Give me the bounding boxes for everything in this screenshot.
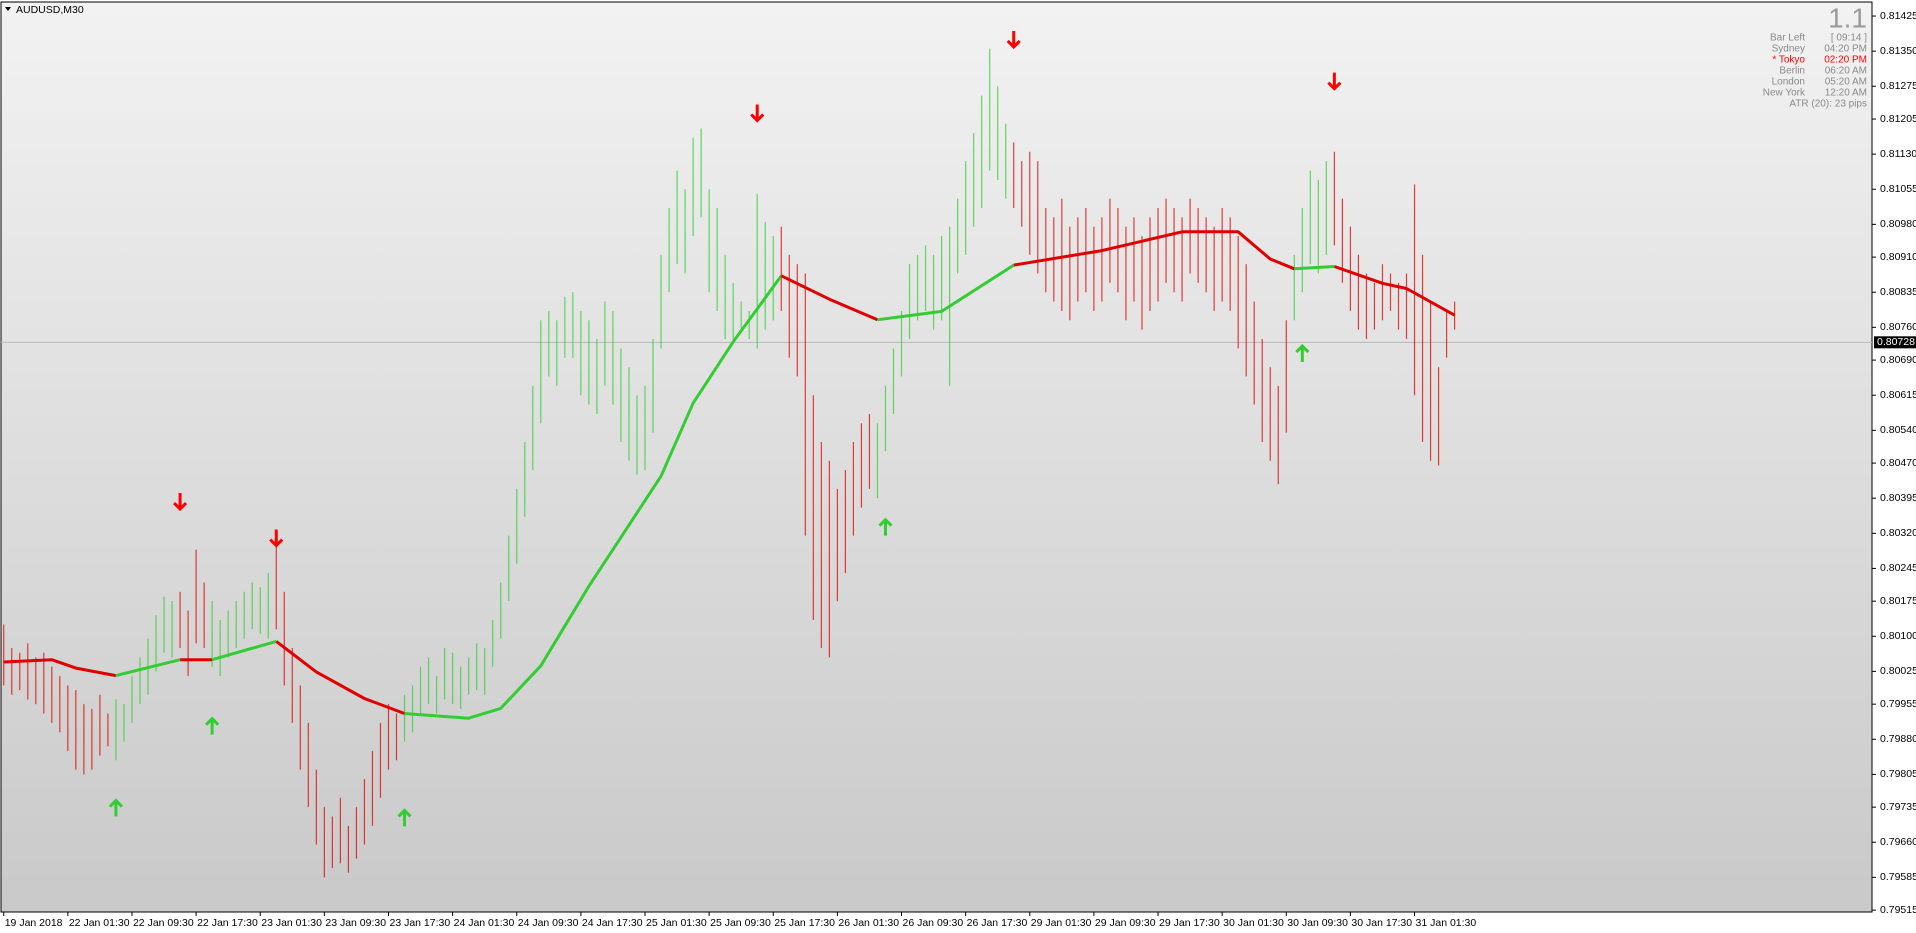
y-tick-label: 0.79735 (1880, 801, 1916, 813)
x-tick-label: 22 Jan 09:30 (133, 917, 194, 929)
x-tick-label: 31 Jan 01:30 (1416, 917, 1477, 929)
info-value: 02:20 PM (1824, 55, 1867, 66)
y-tick-label: 0.80395 (1880, 492, 1916, 504)
info-label: London (1772, 77, 1805, 88)
current-price-tag (1874, 336, 1916, 349)
buy-arrow (205, 716, 220, 735)
sell-arrow (173, 493, 188, 512)
y-tick-label: 0.80245 (1880, 562, 1916, 574)
buy-arrow (108, 798, 124, 817)
x-tick-label: 19 Jan 2018 (5, 917, 63, 929)
plot-area (0, 1, 1873, 913)
x-tick-label: 23 Jan 17:30 (389, 917, 450, 929)
sell-arrow (269, 529, 284, 548)
x-tick-label: 29 Jan 09:30 (1095, 917, 1156, 929)
sell-arrow (1327, 72, 1342, 91)
moving-average (404, 274, 783, 720)
current-price-label: 0.80728 (1877, 336, 1915, 348)
y-tick-label: 0.80910 (1880, 251, 1916, 263)
x-tick-label: 24 Jan 17:30 (582, 917, 643, 929)
info-value: 04:20 PM (1824, 44, 1867, 55)
menu-triangle[interactable] (5, 7, 11, 11)
x-tick-label: 26 Jan 17:30 (967, 917, 1028, 929)
buy-arrow (1295, 343, 1310, 363)
y-tick-label: 0.81205 (1880, 113, 1916, 125)
info-label: Berlin (1779, 66, 1805, 77)
y-tick-label: 0.79660 (1880, 836, 1916, 848)
y-tick-label: 0.79585 (1880, 871, 1916, 883)
info-label: New York (1763, 88, 1806, 99)
x-tick-label: 25 Jan 09:30 (710, 917, 771, 929)
sell-arrow (1006, 30, 1021, 50)
x-tick-label: 22 Jan 17:30 (197, 917, 258, 929)
moving-average (877, 263, 1015, 322)
info-value: 06:20 AM (1825, 66, 1867, 77)
info-value: 12:20 AM (1825, 88, 1867, 99)
moving-average (1013, 230, 1295, 271)
y-tick-label: 0.80100 (1880, 630, 1916, 642)
x-tick-label: 22 Jan 01:30 (69, 917, 130, 929)
moving-average (211, 639, 277, 662)
y-tick-label: 0.81425 (1880, 10, 1916, 22)
x-tick-label: 29 Jan 17:30 (1159, 917, 1220, 929)
x-tick-label: 29 Jan 01:30 (1031, 917, 1092, 929)
info-value: [ 09:14 ] (1831, 33, 1867, 44)
y-tick-label: 0.81275 (1880, 80, 1916, 92)
y-tick-label: 0.79880 (1880, 733, 1916, 745)
y-tick-label: 0.80025 (1880, 665, 1916, 677)
x-tick-label: 25 Jan 17:30 (774, 917, 835, 929)
y-tick-label: 0.80470 (1880, 457, 1916, 469)
moving-average (115, 658, 181, 678)
moving-average (780, 274, 879, 322)
y-tick-label: 0.81055 (1880, 183, 1916, 195)
sell-arrow (750, 104, 765, 123)
x-tick-label: 30 Jan 01:30 (1223, 917, 1284, 929)
moving-average (3, 658, 117, 678)
y-tick-label: 0.80760 (1880, 321, 1916, 333)
y-tick-label: 0.80540 (1880, 424, 1916, 436)
y-tick-label: 0.81130 (1880, 148, 1916, 160)
y-tick-label: 0.79955 (1880, 698, 1916, 710)
y-tick-label: 0.79515 (1880, 904, 1916, 916)
moving-average (1294, 265, 1335, 271)
x-tick-label: 26 Jan 01:30 (838, 917, 899, 929)
moving-average (275, 640, 406, 715)
x-tick-label: 30 Jan 09:30 (1287, 917, 1348, 929)
version-label: 1.1 (1828, 2, 1867, 33)
x-tick-label: 25 Jan 01:30 (646, 917, 707, 929)
buy-arrow (878, 517, 893, 536)
x-tick-label: 24 Jan 01:30 (454, 917, 515, 929)
x-tick-label: 23 Jan 09:30 (325, 917, 386, 929)
x-tick-label: 30 Jan 17:30 (1351, 917, 1412, 929)
info-label: Bar Left (1770, 33, 1805, 44)
y-tick-label: 0.80690 (1880, 354, 1916, 366)
info-value: 05:20 AM (1825, 77, 1867, 88)
info-label: * Tokyo (1772, 55, 1805, 66)
chart-layer: 0.81425 0.81350 0.81275 0.81205 0.81130 0.810… (1, 10, 1916, 929)
y-tick-label: 0.80835 (1880, 286, 1916, 298)
y-tick-label: 0.80320 (1880, 527, 1916, 539)
moving-average (1333, 265, 1456, 317)
x-tick-label: 24 Jan 09:30 (518, 917, 579, 929)
info-label: Sydney (1772, 44, 1805, 55)
atr-label: ATR (20): 23 pips (1789, 99, 1867, 110)
symbol-title: AUDUSD,M30 (16, 4, 84, 16)
y-tick-label: 0.79805 (1880, 768, 1916, 780)
x-tick-label: 23 Jan 01:30 (261, 917, 322, 929)
y-tick-label: 0.81350 (1880, 45, 1916, 57)
y-tick-label: 0.80980 (1880, 218, 1916, 230)
y-tick-label: 0.80615 (1880, 389, 1916, 401)
x-tick-label: 26 Jan 09:30 (903, 917, 964, 929)
buy-arrow (397, 808, 412, 827)
y-tick-label: 0.80175 (1880, 595, 1916, 607)
